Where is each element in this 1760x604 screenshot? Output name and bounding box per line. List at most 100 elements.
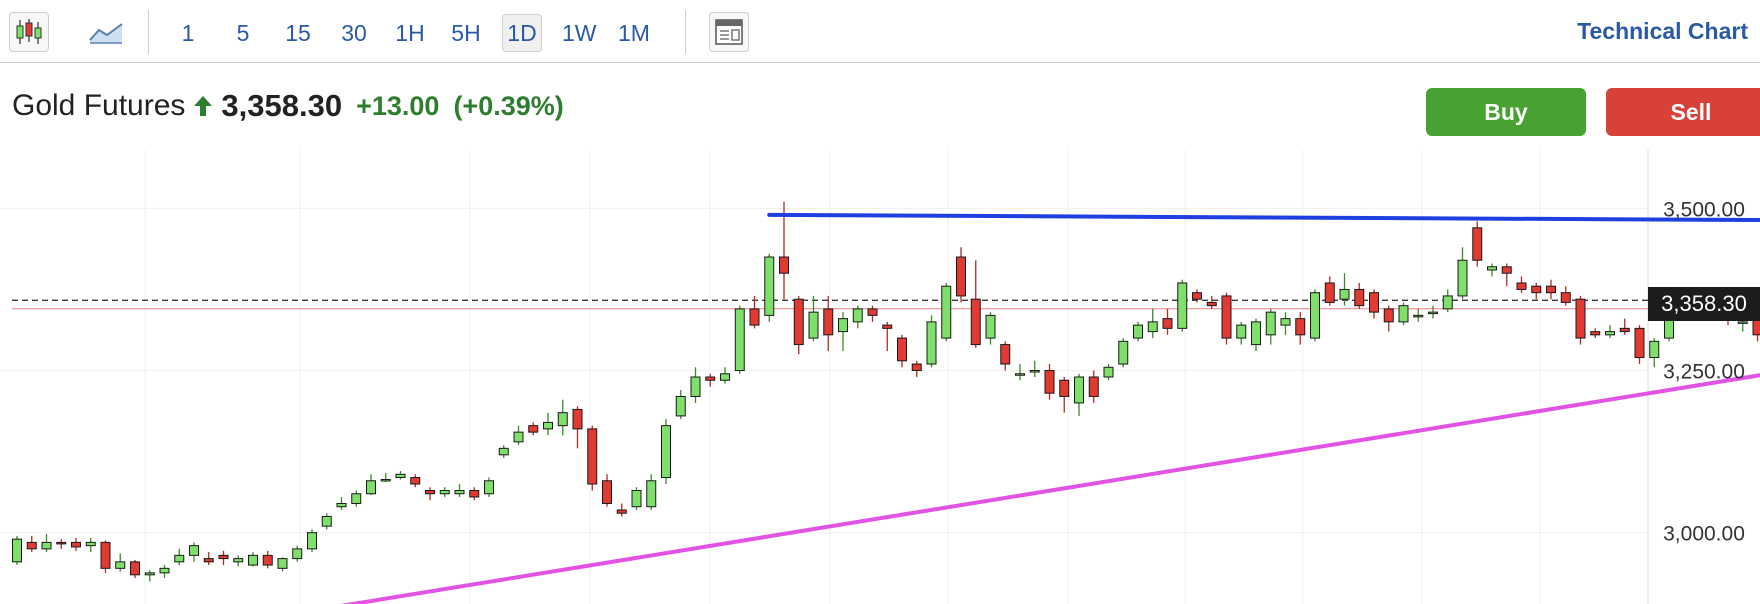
candle-body: [690, 376, 701, 397]
bullish-candle: [941, 282, 952, 342]
bullish-candle: [675, 389, 686, 420]
candle-body: [926, 321, 937, 365]
candle-body: [351, 493, 362, 504]
bearish-candle: [1575, 295, 1586, 345]
bullish-candle: [1074, 373, 1084, 416]
y-tick-label: 3,500.00: [1663, 198, 1745, 221]
candle-body: [395, 473, 406, 479]
bearish-candle: [1000, 341, 1011, 371]
bullish-candle: [1265, 308, 1276, 345]
candle-body: [336, 502, 347, 508]
timeframe-1d[interactable]: 1D: [502, 14, 542, 52]
bearish-candle: [1192, 289, 1202, 303]
candle-body: [543, 421, 553, 430]
candle-body: [1383, 308, 1394, 323]
bullish-candle: [1398, 302, 1409, 326]
candle-body: [425, 490, 435, 495]
bullish-candle: [1029, 360, 1040, 377]
candle-body: [867, 308, 878, 316]
candle-body: [1664, 318, 1674, 339]
candle-body: [1428, 311, 1438, 315]
bearish-candle: [26, 535, 37, 553]
candle-body: [882, 324, 893, 329]
timeframe-1w[interactable]: 1W: [562, 19, 597, 46]
bearish-candle: [616, 503, 627, 517]
candle-body: [469, 490, 480, 498]
bullish-candle: [248, 552, 258, 567]
candle-body: [838, 318, 848, 333]
bullish-candle: [144, 570, 155, 582]
bearish-candle: [1088, 370, 1099, 403]
candle-body: [1649, 340, 1660, 359]
candle-body: [174, 554, 185, 563]
candle-body: [26, 541, 37, 550]
candlestick-chart-icon[interactable]: [9, 12, 49, 52]
layout-panel-icon[interactable]: [709, 12, 749, 52]
bearish-candle: [602, 474, 612, 507]
bullish-candle: [1605, 325, 1615, 339]
timeframe-30[interactable]: 30: [341, 19, 367, 46]
candle-body: [587, 428, 598, 485]
candle-body: [159, 567, 170, 574]
y-tick-label: 3,250.00: [1663, 361, 1745, 384]
timeframe-5h[interactable]: 5H: [451, 19, 481, 46]
bearish-candle: [203, 552, 214, 566]
timeframe-1m[interactable]: 1M: [618, 19, 650, 46]
candle-body: [248, 554, 258, 566]
bullish-candle: [321, 513, 332, 530]
bullish-candle: [454, 484, 465, 497]
bearish-candle: [1619, 318, 1630, 335]
candle-body: [1059, 379, 1070, 397]
bearish-candle: [1295, 312, 1306, 345]
candlestick-chart[interactable]: 3,500.00 3,250.00 3,000.00: [0, 150, 1760, 604]
timeframe-1h[interactable]: 1H: [395, 19, 425, 46]
candle-body: [1044, 370, 1055, 394]
bearish-candle: [1383, 305, 1394, 332]
timeframe-15[interactable]: 15: [285, 19, 311, 46]
candle-body: [1516, 282, 1527, 290]
bullish-candle: [985, 312, 996, 345]
bearish-candle: [1354, 282, 1365, 309]
timeframe-5[interactable]: 5: [236, 19, 250, 46]
bearish-candle: [528, 422, 539, 436]
candle-body: [705, 376, 716, 381]
bearish-candle: [262, 550, 273, 569]
bearish-candle: [1472, 221, 1483, 267]
candle-body: [189, 545, 199, 556]
bullish-candle: [189, 542, 199, 562]
bullish-candle: [734, 305, 745, 374]
candle-body: [1310, 292, 1320, 339]
bearish-candle: [410, 474, 421, 488]
bullish-candle: [1103, 364, 1114, 381]
candle-body: [1442, 295, 1453, 310]
bearish-candle: [572, 406, 583, 449]
area-chart-icon[interactable]: [86, 12, 126, 52]
candle-body: [513, 431, 524, 443]
sell-button[interactable]: Sell: [1606, 88, 1760, 136]
bullish-candle: [1133, 321, 1143, 342]
bullish-candle: [366, 474, 376, 496]
candle-body: [941, 285, 952, 339]
candle-body: [1590, 331, 1601, 336]
buy-button[interactable]: Buy: [1426, 88, 1586, 136]
timeframe-1[interactable]: 1: [181, 19, 195, 46]
bullish-candle: [1457, 247, 1468, 300]
candle-body: [1605, 331, 1615, 336]
bullish-candle: [336, 496, 347, 510]
bullish-candle: [1413, 308, 1424, 322]
bearish-candle: [425, 487, 435, 501]
technical-chart-title[interactable]: Technical Chart: [1577, 18, 1748, 44]
bearish-candle: [1221, 292, 1232, 345]
bearish-candle: [705, 373, 716, 387]
bearish-candle: [823, 295, 834, 352]
chart-toolbar: 1 5 15 30 1H 5H 1D 1W 1M Technical Chart: [0, 0, 1760, 63]
candle-body: [130, 561, 140, 576]
candle-body: [1531, 285, 1542, 294]
candle-body: [1324, 282, 1335, 303]
quote-header: Gold Futures 3,358.30 +13.00 (+0.39%): [12, 86, 564, 126]
bearish-candle: [779, 201, 789, 300]
candle-body: [1457, 259, 1468, 297]
bullish-candle: [808, 295, 819, 342]
bullish-candle: [439, 487, 450, 497]
bullish-candle: [395, 471, 406, 480]
